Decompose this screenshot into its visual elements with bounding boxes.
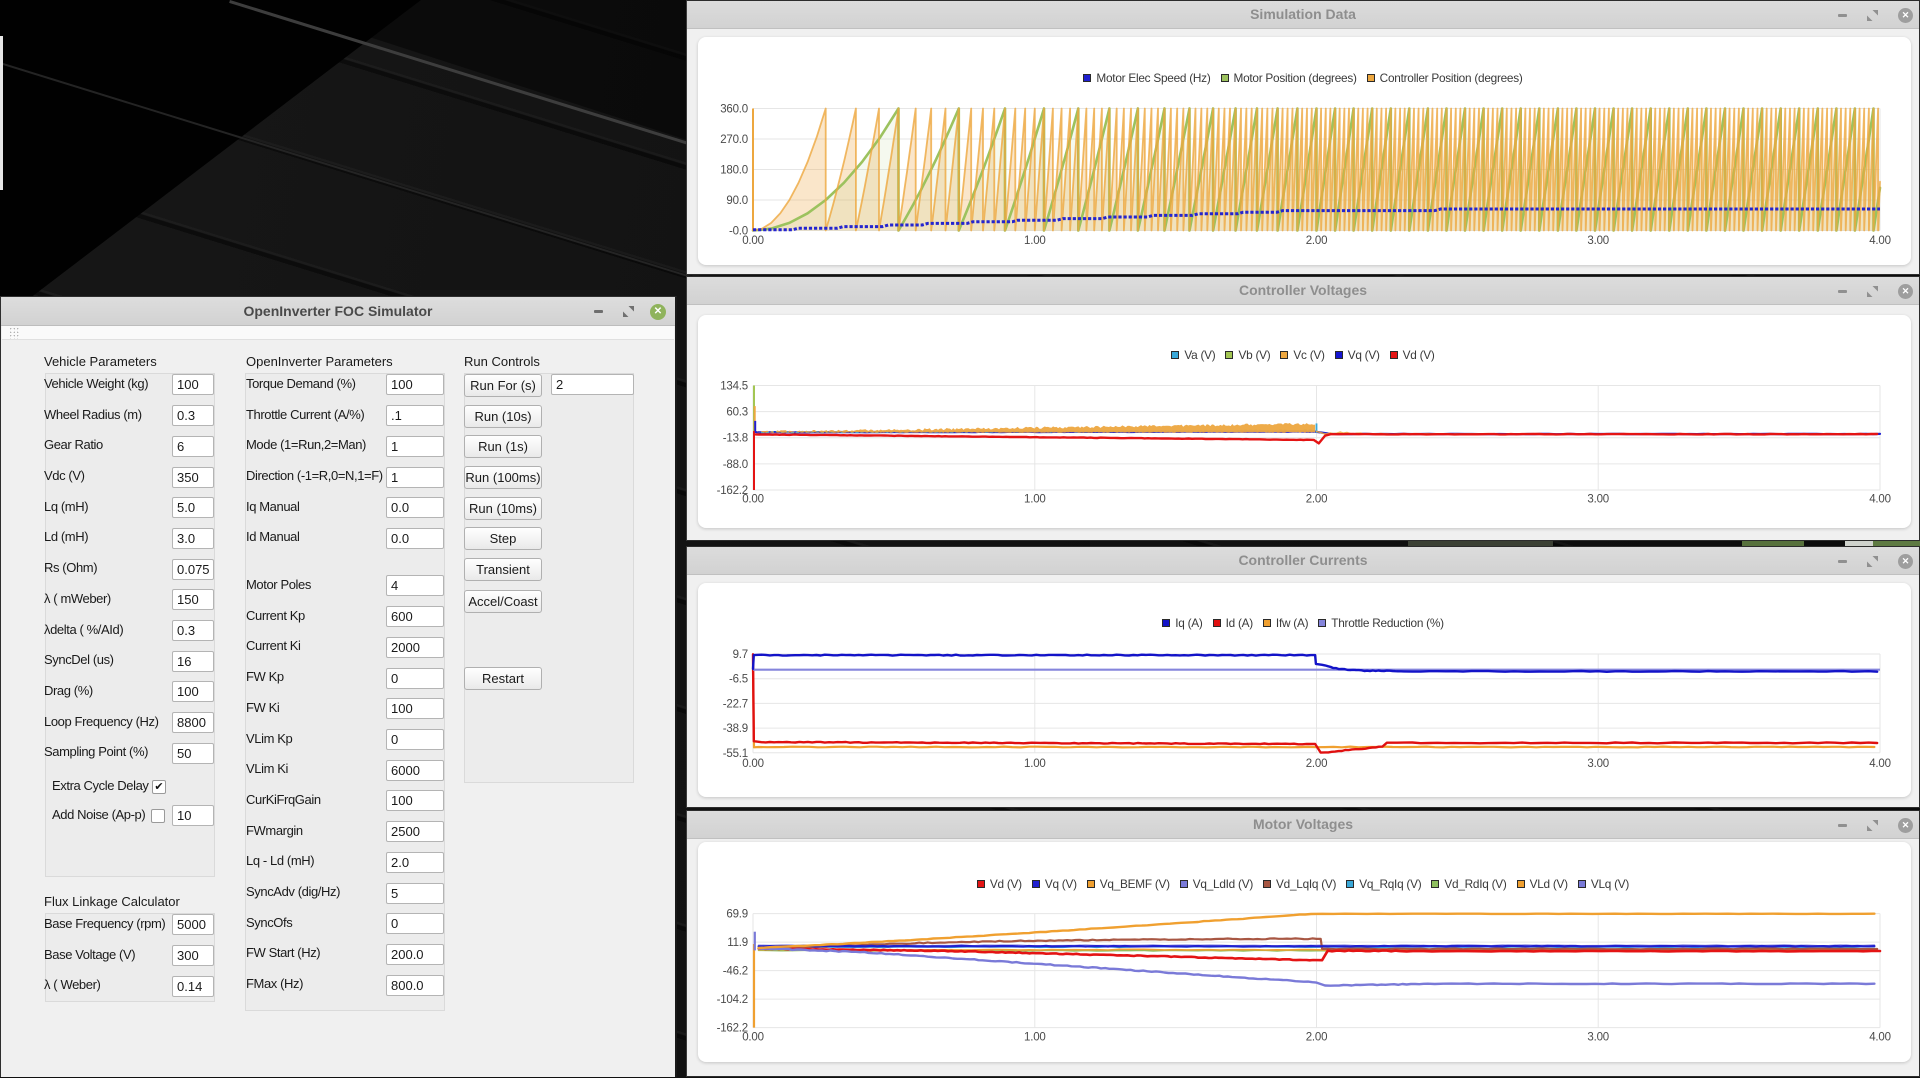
svg-text:0.00: 0.00 [742,494,764,506]
svg-text:360.0: 360.0 [720,104,748,116]
svg-text:4.00: 4.00 [1869,235,1891,247]
svg-text:1.00: 1.00 [1024,235,1046,247]
svg-text:4.00: 4.00 [1869,1032,1891,1044]
svg-text:2.00: 2.00 [1306,235,1328,247]
svg-text:-88.0: -88.0 [723,459,748,471]
svg-text:-162.2: -162.2 [717,485,748,497]
svg-text:-46.2: -46.2 [723,966,748,978]
svg-text:-104.2: -104.2 [717,994,748,1006]
svg-text:0.00: 0.00 [742,1032,764,1044]
svg-text:-6.5: -6.5 [729,674,748,686]
svg-text:1.00: 1.00 [1024,494,1046,506]
svg-text:270.0: 270.0 [720,134,748,146]
svg-text:3.00: 3.00 [1587,235,1609,247]
svg-text:3.00: 3.00 [1587,1032,1609,1044]
svg-text:4.00: 4.00 [1869,758,1891,770]
svg-text:9.7: 9.7 [733,649,748,661]
svg-text:3.00: 3.00 [1587,494,1609,506]
svg-text:0.00: 0.00 [742,235,764,247]
svg-text:-22.7: -22.7 [723,698,748,710]
svg-text:60.3: 60.3 [726,407,748,419]
svg-text:-13.8: -13.8 [723,433,748,445]
svg-text:-162.2: -162.2 [717,1023,748,1035]
svg-text:1.00: 1.00 [1024,758,1046,770]
svg-text:3.00: 3.00 [1587,758,1609,770]
svg-text:0.00: 0.00 [742,758,764,770]
svg-text:69.9: 69.9 [726,909,748,921]
svg-text:4.00: 4.00 [1869,494,1891,506]
svg-text:-38.9: -38.9 [723,723,748,735]
svg-text:2.00: 2.00 [1306,494,1328,506]
svg-text:2.00: 2.00 [1306,758,1328,770]
svg-text:180.0: 180.0 [720,165,748,177]
svg-text:-55.1: -55.1 [723,748,748,760]
svg-text:2.00: 2.00 [1306,1032,1328,1044]
svg-text:134.5: 134.5 [720,381,748,393]
svg-text:1.00: 1.00 [1024,1032,1046,1044]
svg-text:-0.0: -0.0 [729,226,748,238]
svg-text:11.9: 11.9 [727,937,748,949]
svg-text:90.0: 90.0 [726,195,748,207]
